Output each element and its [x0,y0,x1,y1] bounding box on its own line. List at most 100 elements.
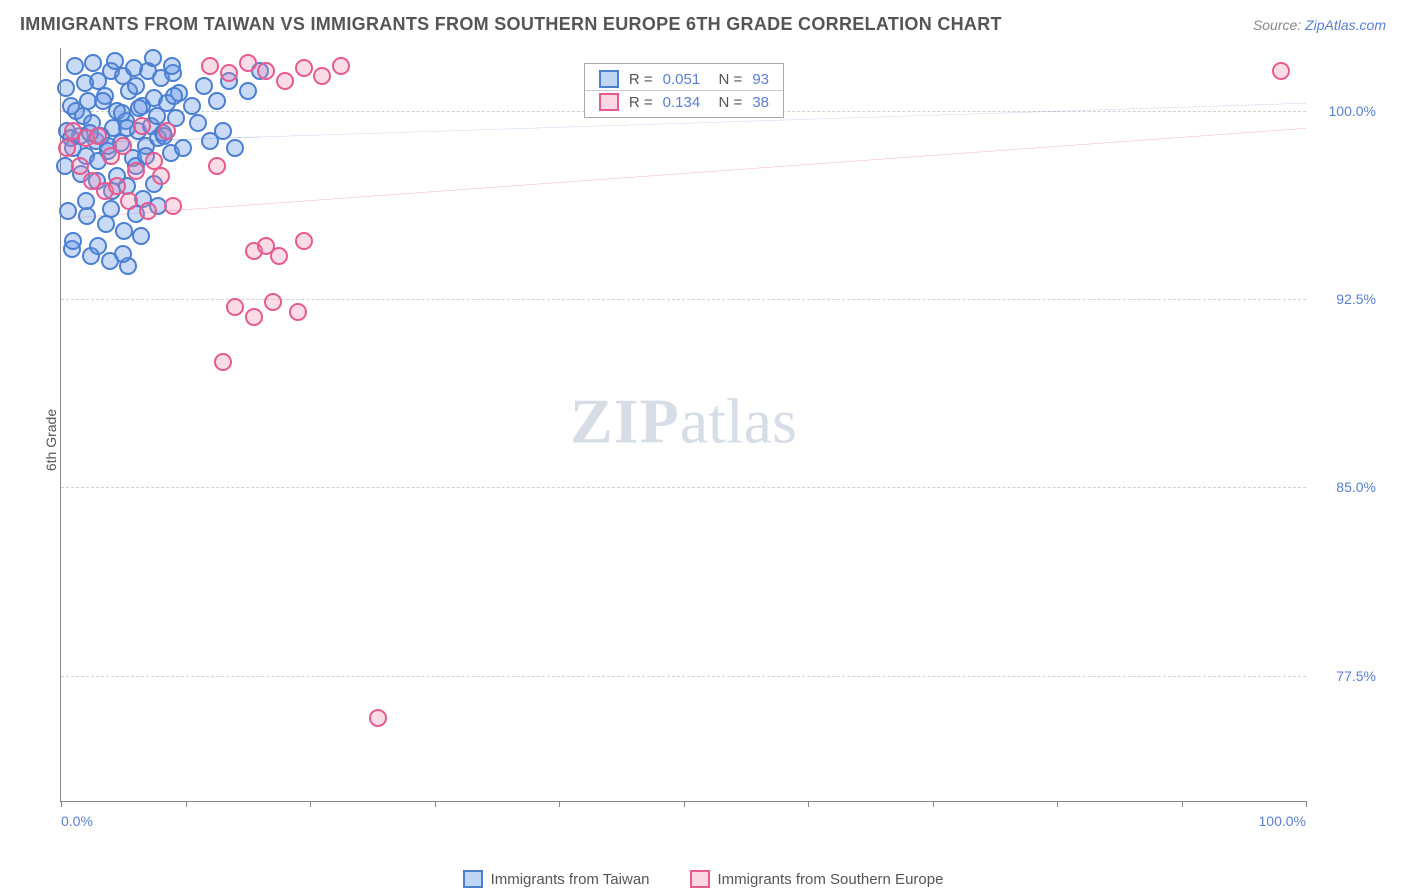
legend-n-label: N = [710,94,742,111]
data-point-pink [295,59,313,77]
data-point-pink [313,67,331,85]
legend-r-label: R = [629,94,653,111]
x-tick [310,801,311,807]
data-point-pink [257,62,275,80]
data-point-blue [132,227,150,245]
data-point-blue [163,57,181,75]
legend-row-blue: R = 0.051 N = 93 [585,68,783,90]
source-name: ZipAtlas.com [1305,17,1386,33]
x-tick [684,801,685,807]
gridline-h [61,299,1306,300]
x-tick [435,801,436,807]
title-bar: IMMIGRANTS FROM TAIWAN VS IMMIGRANTS FRO… [0,0,1406,45]
data-point-pink [245,308,263,326]
data-point-blue [114,245,132,263]
data-point-blue [239,82,257,100]
data-point-blue [77,192,95,210]
data-point-blue [66,57,84,75]
legend-swatch-blue [599,70,619,88]
legend-swatch-blue [463,870,483,888]
data-point-blue [165,87,183,105]
data-point-pink [158,122,176,140]
data-point-blue [64,232,82,250]
legend-row-pink: R =0.134 N =38 [585,90,783,113]
x-tick [808,801,809,807]
data-point-pink [108,177,126,195]
data-point-pink [139,202,157,220]
legend-r-label: R = [629,71,653,88]
data-point-pink [276,72,294,90]
y-tick-label: 92.5% [1336,291,1376,307]
x-tick [933,801,934,807]
x-tick [1182,801,1183,807]
data-point-pink [201,57,219,75]
data-point-pink [89,127,107,145]
data-point-blue [214,122,232,140]
chart-container: 6th Grade ZIPatlas 77.5%85.0%92.5%100.0%… [60,48,1386,832]
data-point-pink [114,137,132,155]
gridline-h [61,487,1306,488]
data-point-pink [214,353,232,371]
y-tick-label: 77.5% [1336,668,1376,684]
bottom-legend-item-blue: Immigrants from Taiwan [463,870,650,888]
bottom-legend-label: Immigrants from Taiwan [491,871,650,888]
data-point-pink [289,303,307,321]
data-point-pink [71,157,89,175]
correlation-legend: R =0.051 N =93R =0.134 N =38 [584,63,784,118]
watermark-light: atlas [680,385,797,456]
data-point-pink [127,162,145,180]
x-tick [1306,801,1307,807]
data-point-pink [369,709,387,727]
data-point-blue [174,139,192,157]
y-tick-label: 100.0% [1329,103,1376,119]
x-tick-label: 100.0% [1259,813,1306,829]
data-point-blue [226,139,244,157]
data-point-blue [144,49,162,67]
legend-r-value: 0.134 [663,94,701,111]
data-point-pink [332,57,350,75]
data-point-pink [58,139,76,157]
data-point-pink [133,117,151,135]
source-label: Source: ZipAtlas.com [1253,17,1386,33]
data-point-pink [120,192,138,210]
bottom-legend: Immigrants from Taiwan Immigrants from So… [0,870,1406,888]
y-tick-label: 85.0% [1336,479,1376,495]
bottom-legend-label: Immigrants from Southern Europe [718,871,944,888]
legend-n-value: 93 [752,71,769,88]
data-point-pink [1272,62,1290,80]
source-prefix: Source: [1253,17,1305,33]
data-point-blue [76,74,94,92]
watermark: ZIPatlas [570,384,797,458]
data-point-blue [89,237,107,255]
legend-swatch-pink [690,870,710,888]
x-tick [1057,801,1058,807]
data-point-blue [59,202,77,220]
bottom-legend-item-pink: Immigrants from Southern Europe [690,870,944,888]
data-point-pink [164,197,182,215]
data-point-blue [127,77,145,95]
legend-n-label: N = [710,71,742,88]
data-point-blue [57,79,75,97]
data-point-blue [195,77,213,95]
legend-r-value: 0.051 [663,71,701,88]
data-point-blue [208,92,226,110]
data-point-blue [94,92,112,110]
x-tick [186,801,187,807]
data-point-blue [183,97,201,115]
watermark-bold: ZIP [570,385,680,456]
data-point-pink [264,293,282,311]
plot-area: ZIPatlas 77.5%85.0%92.5%100.0%0.0%100.0%… [60,48,1306,802]
data-point-blue [106,52,124,70]
data-point-pink [208,157,226,175]
gridline-h [61,676,1306,677]
data-point-pink [152,167,170,185]
x-tick-label: 0.0% [61,813,93,829]
data-point-pink [226,298,244,316]
data-point-pink [295,232,313,250]
regression-line-solid-pink [61,128,1306,218]
data-point-pink [239,54,257,72]
data-point-pink [270,247,288,265]
data-point-blue [84,54,102,72]
chart-title: IMMIGRANTS FROM TAIWAN VS IMMIGRANTS FRO… [20,14,1002,35]
y-axis-label: 6th Grade [43,409,59,471]
